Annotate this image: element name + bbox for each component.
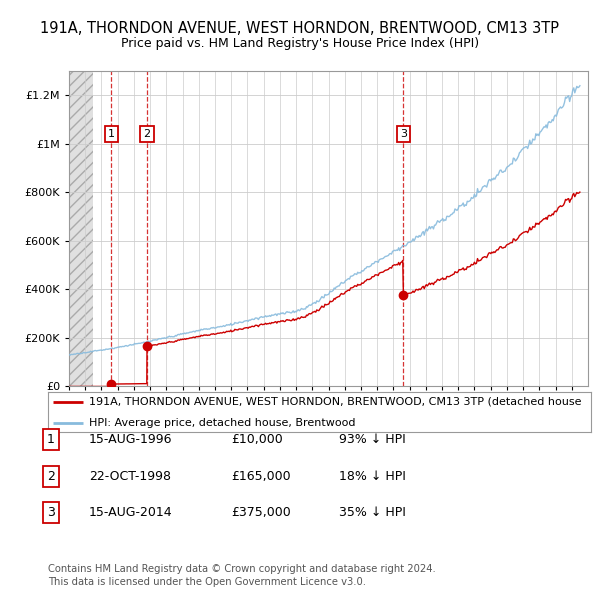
Text: 1: 1 bbox=[47, 433, 55, 446]
Text: 2: 2 bbox=[47, 470, 55, 483]
Text: £10,000: £10,000 bbox=[231, 433, 283, 446]
Text: Contains HM Land Registry data © Crown copyright and database right 2024.
This d: Contains HM Land Registry data © Crown c… bbox=[48, 564, 436, 587]
Text: 191A, THORNDON AVENUE, WEST HORNDON, BRENTWOOD, CM13 3TP (detached house: 191A, THORNDON AVENUE, WEST HORNDON, BRE… bbox=[89, 397, 581, 407]
Text: 1: 1 bbox=[108, 129, 115, 139]
Text: 15-AUG-1996: 15-AUG-1996 bbox=[89, 433, 172, 446]
Text: £375,000: £375,000 bbox=[231, 506, 291, 519]
Text: 3: 3 bbox=[400, 129, 407, 139]
Bar bbox=[69, 71, 94, 386]
Text: 2: 2 bbox=[143, 129, 151, 139]
Text: 93% ↓ HPI: 93% ↓ HPI bbox=[339, 433, 406, 446]
Text: 18% ↓ HPI: 18% ↓ HPI bbox=[339, 470, 406, 483]
Text: Price paid vs. HM Land Registry's House Price Index (HPI): Price paid vs. HM Land Registry's House … bbox=[121, 37, 479, 50]
Text: £165,000: £165,000 bbox=[231, 470, 290, 483]
Text: 15-AUG-2014: 15-AUG-2014 bbox=[89, 506, 172, 519]
Text: 35% ↓ HPI: 35% ↓ HPI bbox=[339, 506, 406, 519]
Text: 191A, THORNDON AVENUE, WEST HORNDON, BRENTWOOD, CM13 3TP: 191A, THORNDON AVENUE, WEST HORNDON, BRE… bbox=[41, 21, 560, 35]
Text: 22-OCT-1998: 22-OCT-1998 bbox=[89, 470, 171, 483]
Text: HPI: Average price, detached house, Brentwood: HPI: Average price, detached house, Bren… bbox=[89, 418, 355, 428]
Text: 3: 3 bbox=[47, 506, 55, 519]
